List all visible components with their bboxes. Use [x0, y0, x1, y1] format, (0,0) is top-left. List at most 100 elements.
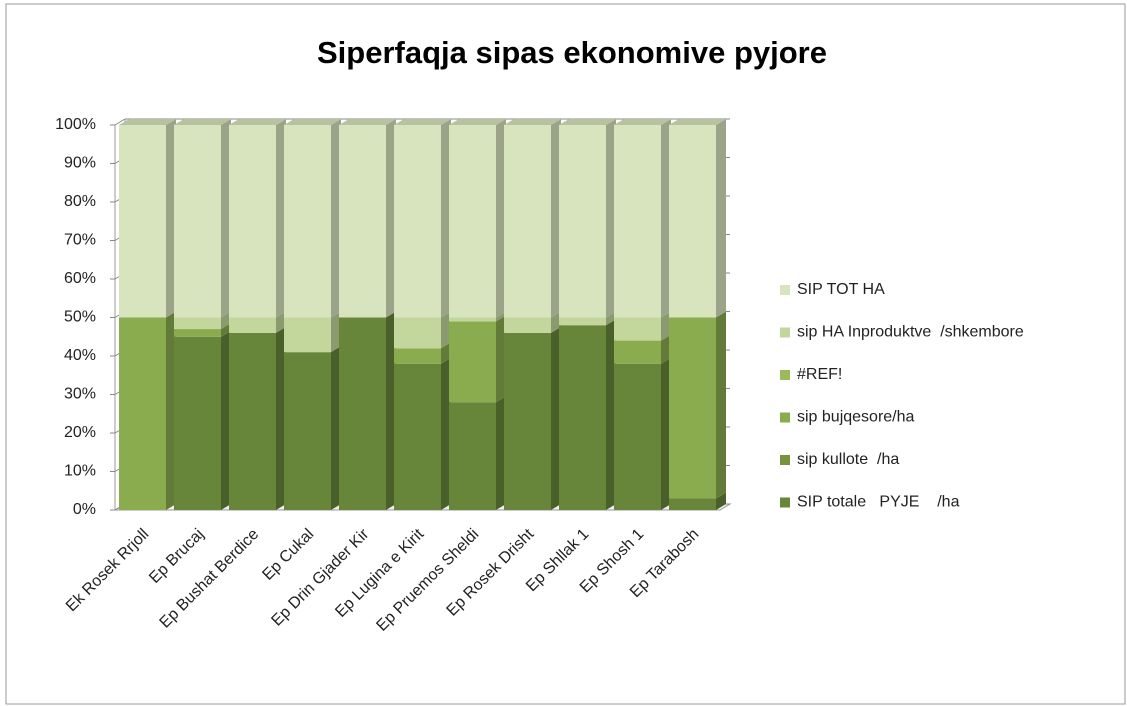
- bar-side: [441, 119, 451, 318]
- legend-label: SIP totale PYJE /ha: [797, 494, 960, 511]
- bar-segment: [229, 332, 276, 510]
- bar-segment: [614, 340, 661, 364]
- legend-label: #REF!: [797, 366, 842, 383]
- bar-side: [441, 311, 451, 349]
- bar-segment: [284, 317, 331, 353]
- legend-label: SIP TOT HA: [797, 281, 885, 298]
- bar-side: [661, 357, 671, 510]
- bar-side: [331, 311, 341, 353]
- legend-swatch: [780, 327, 790, 338]
- bar-segment: [229, 317, 276, 333]
- bar-side: [606, 119, 616, 318]
- bar-side: [331, 346, 341, 510]
- bar-side: [551, 311, 561, 333]
- y-tick-label: 50%: [64, 309, 96, 326]
- bar-top: [119, 119, 176, 125]
- bar-segment: [504, 332, 551, 510]
- bar-side: [166, 119, 176, 318]
- bar-segment: [394, 125, 441, 318]
- y-tick-label: 20%: [64, 424, 96, 441]
- bar-side: [166, 311, 176, 510]
- bar-side: [551, 326, 561, 510]
- y-tick-label: 100%: [55, 116, 96, 133]
- bar-segment: [229, 125, 276, 318]
- legend-label: sip HA Inproduktve /shkembore: [797, 324, 1024, 341]
- y-tick-label: 70%: [64, 232, 96, 249]
- bar-segment: [669, 125, 716, 318]
- bar-side: [661, 334, 671, 364]
- bar-segment: [339, 317, 386, 510]
- bar-segment: [339, 125, 386, 318]
- bar-side: [496, 396, 506, 510]
- bar-segment: [504, 317, 551, 333]
- y-tick-label: 80%: [64, 193, 96, 210]
- bar-segment: [449, 402, 496, 510]
- bar-side: [221, 323, 231, 337]
- bar-top: [504, 119, 561, 125]
- bar-segment: [559, 317, 606, 326]
- legend-swatch: [780, 412, 790, 423]
- bar-side: [496, 119, 506, 318]
- bar-segment: [614, 363, 661, 510]
- bar-segment: [119, 317, 166, 510]
- y-tick-label: 0%: [73, 501, 96, 518]
- y-tick-label: 40%: [64, 347, 96, 364]
- bar-segment: [174, 329, 221, 337]
- bar-segment: [284, 125, 331, 318]
- bar-side: [496, 311, 506, 322]
- bar-side: [221, 119, 231, 318]
- legend-swatch: [780, 370, 790, 380]
- bar-segment: [449, 321, 496, 403]
- bar-top: [669, 119, 726, 125]
- bar-segment: [449, 317, 496, 322]
- bar-segment: [669, 317, 716, 499]
- legend-label: sip kullote /ha: [797, 451, 899, 468]
- bar-segment: [174, 317, 221, 330]
- bar-top: [174, 119, 231, 125]
- bar-side: [716, 492, 726, 510]
- bar-side: [716, 311, 726, 499]
- bar-side: [441, 357, 451, 510]
- bar-segment: [559, 125, 606, 318]
- bar-side: [331, 119, 341, 318]
- bar-side: [276, 119, 286, 318]
- bar-segment: [614, 317, 661, 341]
- legend-label: sip bujqesore/ha: [797, 409, 915, 426]
- bar-side: [276, 311, 286, 333]
- bar-top: [559, 119, 616, 125]
- y-tick-label: 10%: [64, 463, 96, 480]
- bar-side: [661, 119, 671, 318]
- bar-segment: [669, 498, 716, 510]
- bar-side: [276, 326, 286, 510]
- grid-line-depth: [114, 118, 126, 126]
- bar-segment: [284, 352, 331, 510]
- bar-segment: [449, 125, 496, 318]
- bar-side: [606, 319, 616, 510]
- bar-segment: [174, 125, 221, 318]
- bar-side: [716, 119, 726, 318]
- y-tick-label: 30%: [64, 386, 96, 403]
- bar-segment: [394, 348, 441, 364]
- bar-segment: [174, 336, 221, 510]
- bar-top: [614, 119, 671, 125]
- bar-side: [221, 311, 231, 330]
- y-tick-label: 90%: [64, 155, 96, 172]
- legend-swatch: [780, 455, 790, 465]
- bar-side: [386, 119, 396, 318]
- bar-top: [284, 119, 341, 125]
- legend-swatch: [780, 285, 790, 295]
- bar-side: [496, 315, 506, 403]
- y-tick-label: 60%: [64, 270, 96, 287]
- bar-side: [221, 330, 231, 510]
- bar-side: [661, 311, 671, 341]
- bar-top: [449, 119, 506, 125]
- bar-segment: [119, 125, 166, 318]
- bar-segment: [394, 317, 441, 349]
- bar-top: [394, 119, 451, 125]
- bar-top: [339, 119, 396, 125]
- chart-title: Siperfaqja sipas ekonomive pyjore: [317, 35, 827, 70]
- bar-side: [551, 119, 561, 318]
- bar-side: [606, 311, 616, 326]
